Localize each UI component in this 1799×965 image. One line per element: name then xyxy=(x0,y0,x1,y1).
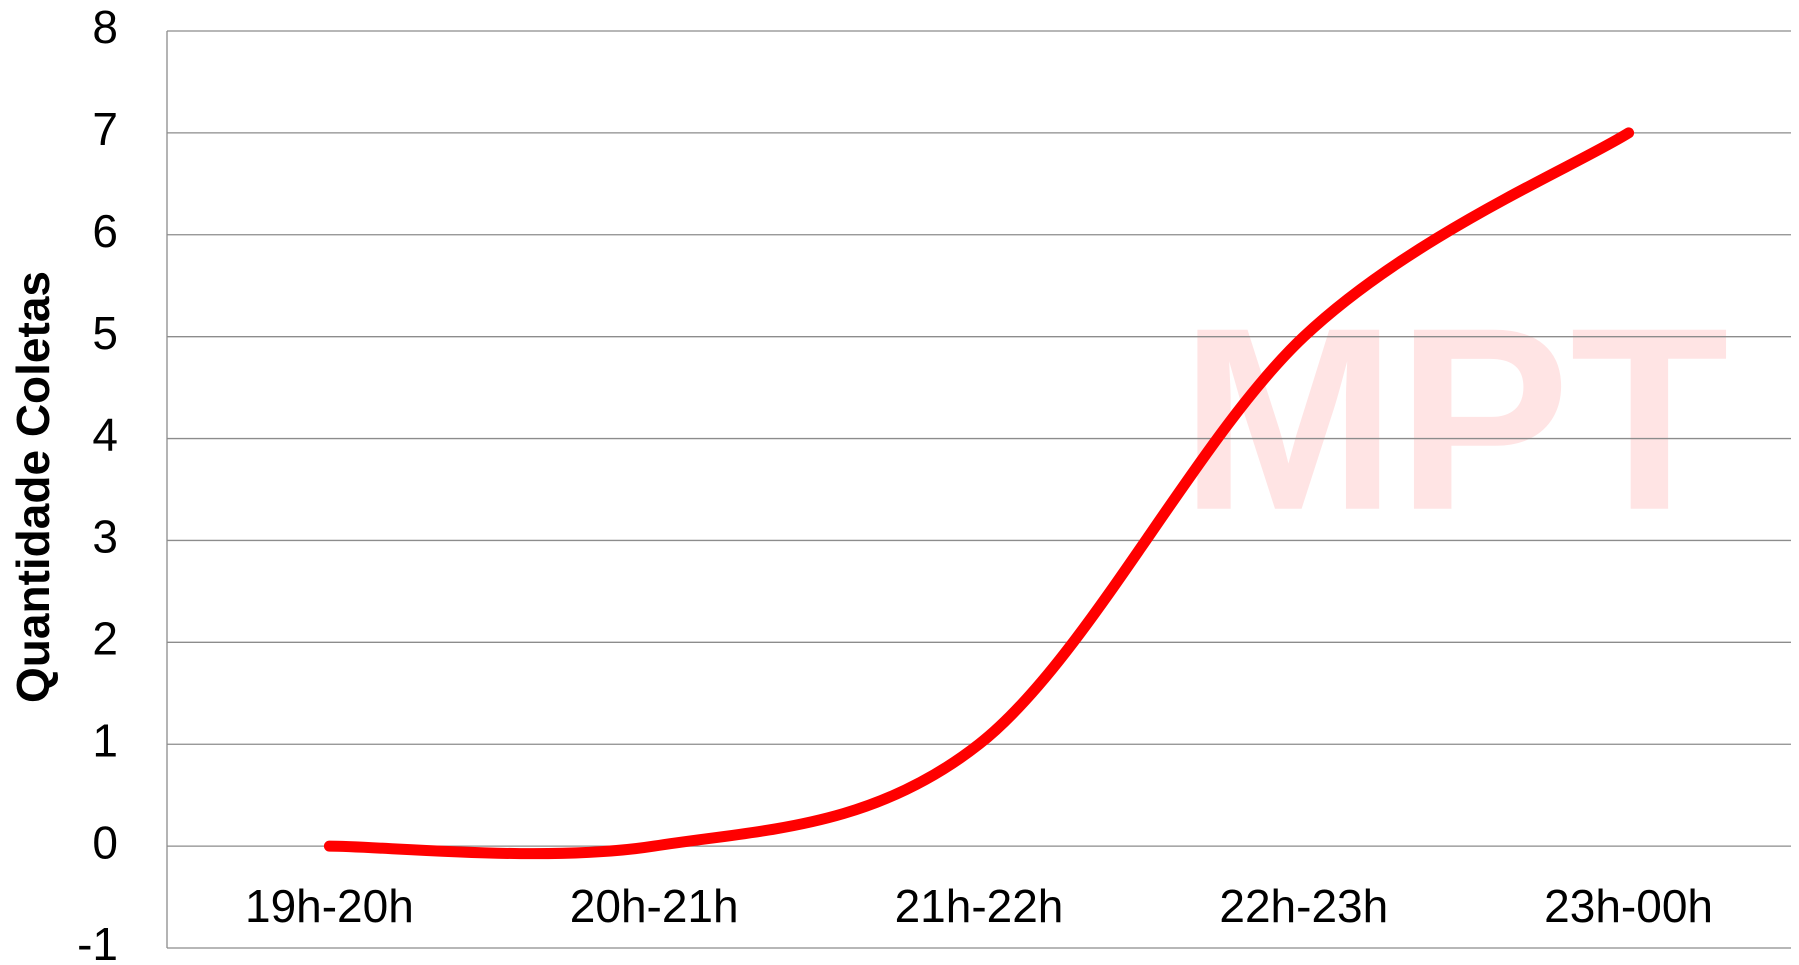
y-axis-label: Quantidade Coletas xyxy=(7,271,59,703)
y-tick-label: 7 xyxy=(92,103,118,155)
x-tick-label: 22h-23h xyxy=(1219,880,1388,932)
y-tick-label: 3 xyxy=(92,511,118,563)
y-tick-label: 6 xyxy=(92,205,118,257)
watermark: MPT xyxy=(1180,275,1729,565)
x-tick-label: 23h-00h xyxy=(1544,880,1713,932)
y-tick-label: 1 xyxy=(92,714,118,766)
y-tick-label: 2 xyxy=(92,612,118,664)
y-tick-label: -1 xyxy=(77,918,118,965)
x-tick-label: 19h-20h xyxy=(245,880,414,932)
y-tick-label: 4 xyxy=(92,409,118,461)
x-tick-label: 20h-21h xyxy=(570,880,739,932)
line xyxy=(323,127,1635,860)
x-tick-label: 21h-22h xyxy=(895,880,1064,932)
y-tick-label: 5 xyxy=(92,307,118,359)
y-tick-label: 8 xyxy=(92,1,118,53)
y-tick-label: 0 xyxy=(92,816,118,868)
